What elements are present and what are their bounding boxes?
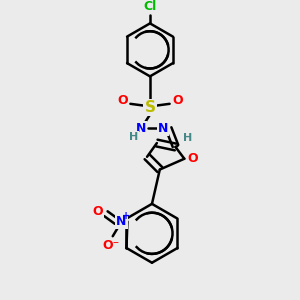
Text: O⁻: O⁻ <box>102 238 119 252</box>
Text: N: N <box>136 122 146 135</box>
Text: O: O <box>172 94 183 107</box>
Text: S: S <box>145 100 155 115</box>
Text: O: O <box>188 152 199 165</box>
Text: O: O <box>117 94 128 107</box>
Text: O: O <box>93 205 103 218</box>
Text: H: H <box>183 133 192 143</box>
Text: Cl: Cl <box>143 0 157 13</box>
Text: H: H <box>129 132 138 142</box>
Text: +: + <box>122 211 130 220</box>
Text: N: N <box>158 122 168 135</box>
Text: N: N <box>116 215 127 228</box>
